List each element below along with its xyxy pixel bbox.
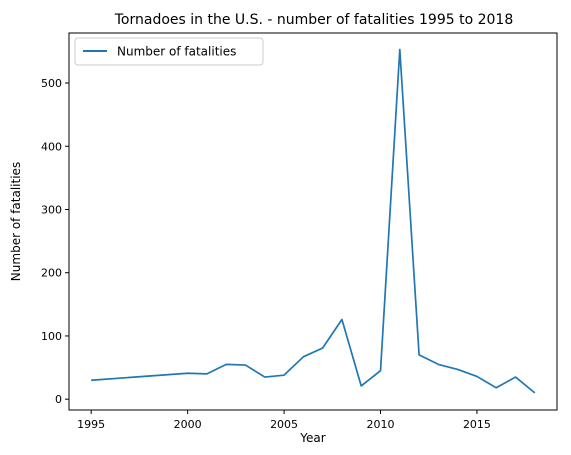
x-axis-label: Year <box>299 431 325 445</box>
y-tick-label: 500 <box>41 77 62 90</box>
x-tick-label: 2005 <box>270 418 298 431</box>
ticks-layer: 1995 2000 2005 2010 2015 0 100 200 300 400 500 <box>41 77 491 431</box>
y-tick-label: 0 <box>55 393 62 406</box>
y-tick-label: 100 <box>41 330 62 343</box>
y-tick-label: 200 <box>41 267 62 280</box>
x-tick-label: 1995 <box>77 418 105 431</box>
x-tick-label: 2000 <box>174 418 202 431</box>
plot-area <box>91 48 536 394</box>
legend-box <box>74 37 264 66</box>
x-tick-label: 2015 <box>463 418 491 431</box>
legend-label: Number of fatalities <box>117 45 236 59</box>
x-tick-label: 2010 <box>367 418 395 431</box>
series-line-fatalities <box>91 48 536 394</box>
y-tick-label: 400 <box>41 140 62 153</box>
chart-title: Tornadoes in the U.S. - number of fatali… <box>114 12 513 28</box>
legend: Number of fatalities <box>74 37 264 66</box>
y-axis-label: Number of fatalities <box>9 162 23 281</box>
axes-frame <box>68 32 558 411</box>
y-tick-label: 300 <box>41 203 62 216</box>
